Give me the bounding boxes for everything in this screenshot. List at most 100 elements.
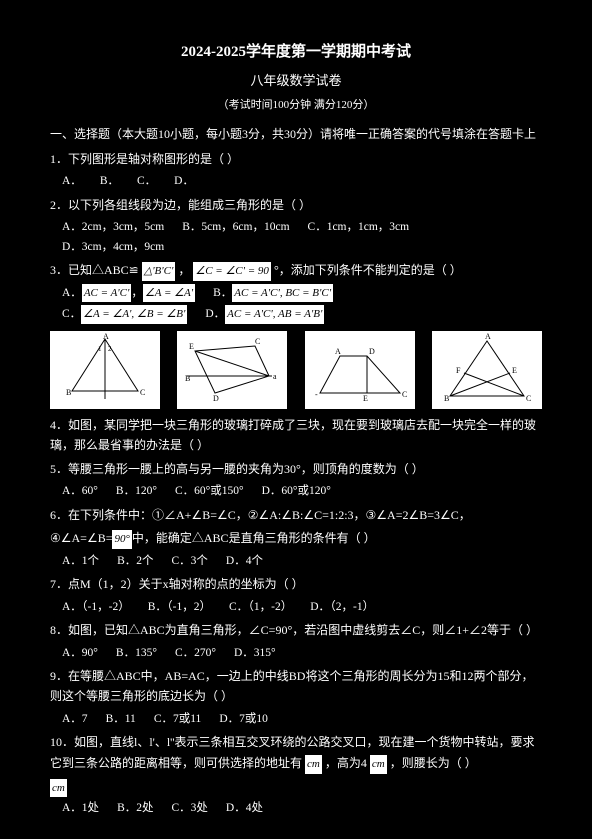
q5-c: C．60°或150° xyxy=(175,482,244,502)
svg-text:A: A xyxy=(335,347,341,356)
q6-a: A．1个 xyxy=(62,552,99,572)
q2-stem: 2．以下列各组线段为边，能组成三角形的是（ ） xyxy=(50,195,542,215)
q5-d: D．60°或120° xyxy=(262,482,331,502)
q10-unit-hl: cm xyxy=(50,779,67,798)
q7-stem: 7．点M（1，2）关于x轴对称的点的坐标为（ ） xyxy=(50,574,542,594)
q3-a-mid: ， xyxy=(131,287,143,299)
q3-hl1: △'B'C' xyxy=(142,262,176,281)
svg-text:E: E xyxy=(512,366,517,375)
q7-options: A．（-1，-2） B．（-1，2） C．（1，-2） D．（2，-1） xyxy=(62,598,542,618)
svg-text:A: A xyxy=(103,332,109,341)
q9-a: A．7 xyxy=(62,710,88,730)
svg-text:B: B xyxy=(185,374,190,383)
q9-stem: 9．在等腰△ABC中，AB=AC，一边上的中线BD将这个三角形的周长分为15和1… xyxy=(50,666,542,707)
svg-text:F: F xyxy=(456,366,461,375)
svg-text:B: B xyxy=(66,388,71,397)
q4-stem: 4．如图，某同学把一块三角形的玻璃打碎成了三块，现在要到玻璃店去配一块完全一样的… xyxy=(50,415,542,456)
q10-d: D．4处 xyxy=(226,799,263,819)
q1-options: A． B． C． D． xyxy=(62,172,542,192)
q7-d: D．（2，-1） xyxy=(310,598,374,618)
q10-unit: cm xyxy=(50,777,542,798)
q10-hl1: cm xyxy=(305,755,322,774)
q1-d: D． xyxy=(174,172,194,192)
q8-c: C．270° xyxy=(175,644,216,664)
q9-d: D．7或10 xyxy=(219,710,268,730)
q8-d: D．315° xyxy=(234,644,276,664)
q5-b: B．120° xyxy=(116,482,157,502)
q3-b-hl: AC = A'C', BC = B'C' xyxy=(232,284,333,303)
q3-mid1: ， xyxy=(178,263,190,277)
svg-text:E: E xyxy=(189,342,194,351)
q1-a: A． xyxy=(62,172,82,192)
q3-b: B．AC = A'C', BC = B'C' xyxy=(213,284,333,304)
exam-meta: （考试时间100分钟 满分120分） xyxy=(50,96,542,115)
section-1-heading: 一、选择题（本大题10小题，每小题3分，共30分）请将唯一正确答案的代号填涂在答… xyxy=(50,124,542,144)
q5-stem: 5．等腰三角形一腰上的高与另一腰的夹角为30°，则顶角的度数为（ ） xyxy=(50,459,542,479)
q10-options: A．1处 B．2处 C．3处 D．4处 xyxy=(62,799,542,819)
svg-text:B: B xyxy=(444,394,449,403)
q3-d: D．AC = A'C', AB = A'B' xyxy=(205,305,324,325)
q3-post: °，添加下列条件不能判定的是（ ） xyxy=(274,263,462,277)
q3-b-pre: B． xyxy=(213,287,232,299)
q7-a: A．（-1，-2） xyxy=(62,598,130,618)
svg-text:C: C xyxy=(140,388,145,397)
q3-a: A．AC = A'C'，∠A = ∠A' xyxy=(62,284,195,304)
q3-d-pre: D． xyxy=(205,308,225,320)
q5-options: A．60° B．120° C．60°或150° D．60°或120° xyxy=(62,482,542,502)
q3-hl2: ∠C = ∠C' = 90 xyxy=(193,262,271,281)
q6-stem2: ④∠A=∠B=90°中，能确定△ABC是直角三角形的条件有（ ） xyxy=(50,528,542,549)
q2-b: B．5cm，6cm，10cm xyxy=(182,218,289,238)
svg-text:E: E xyxy=(363,394,368,403)
q7-b: B．（-1，2） xyxy=(148,598,211,618)
q3-c-pre: C． xyxy=(62,308,81,320)
svg-text:2: 2 xyxy=(108,345,112,353)
q6-b: B．2个 xyxy=(117,552,153,572)
q3-c-hl: ∠A = ∠A', ∠B = ∠B' xyxy=(81,305,187,324)
q8-options: A．90° B．135° C．270° D．315° xyxy=(62,644,542,664)
q10-stem: 10．如图，直线l、l'、l''表示三条相互交叉环绕的公路交叉口，现在建一个货物… xyxy=(50,732,542,773)
svg-text:A: A xyxy=(485,332,491,341)
q7-c: C．（1，-2） xyxy=(229,598,292,618)
figure-3: A D - E C xyxy=(305,331,415,409)
exam-subtitle: 八年级数学试卷 xyxy=(50,70,542,92)
q6-hl: 90° xyxy=(112,530,131,549)
q10-hl2: cm xyxy=(370,755,387,774)
q2-options: A．2cm，3cm，5cm B．5cm，6cm，10cm C．1cm，1cm，3… xyxy=(62,218,542,257)
q10-mid: ，高为4 xyxy=(325,756,367,770)
q10-post: ，则腰长为（ ） xyxy=(390,756,477,770)
exam-title: 2024-2025学年度第一学期期中考试 xyxy=(50,40,542,66)
q1-b: B． xyxy=(100,172,119,192)
svg-text:C: C xyxy=(526,394,531,403)
q1-c: C． xyxy=(137,172,156,192)
q2-a: A．2cm，3cm，5cm xyxy=(62,218,164,238)
q6-c: C．3个 xyxy=(171,552,207,572)
q6-stem: 6．在下列条件中：①∠A+∠B=∠C，②∠A:∠B:∠C=1:2:3，③∠A=2… xyxy=(50,505,542,525)
q2-d: D．3cm，4cm，9cm xyxy=(62,238,164,258)
svg-text:C: C xyxy=(402,390,407,399)
q9-c: C．7或11 xyxy=(154,710,202,730)
q3-options-row2: C．∠A = ∠A', ∠B = ∠B' D．AC = A'C', AB = A… xyxy=(62,305,542,325)
q3-d-hl: AC = A'C', AB = A'B' xyxy=(225,305,324,324)
q10-a: A．1处 xyxy=(62,799,99,819)
q1-stem: 1．下列图形是轴对称图形的是（ ） xyxy=(50,149,542,169)
q3-a-pre: A． xyxy=(62,287,82,299)
q10-b: B．2处 xyxy=(117,799,153,819)
svg-text:C: C xyxy=(255,337,260,346)
q3-a-hl2: ∠A = ∠A' xyxy=(143,284,195,303)
svg-text:a: a xyxy=(273,372,277,381)
figure-4: A F E B C xyxy=(432,331,542,409)
q6-s2-pre: ④∠A=∠B= xyxy=(50,531,112,545)
q5-a: A．60° xyxy=(62,482,98,502)
svg-text:D: D xyxy=(369,347,375,356)
q6-s2-post: 中，能确定△ABC是直角三角形的条件有（ ） xyxy=(132,531,376,545)
q10-c: C．3处 xyxy=(171,799,207,819)
q9-b: B．11 xyxy=(106,710,136,730)
q9-options: A．7 B．11 C．7或11 D．7或10 xyxy=(62,710,542,730)
q3-options-row1: A．AC = A'C'，∠A = ∠A' B．AC = A'C', BC = B… xyxy=(62,284,542,304)
figure-2: E C B a D xyxy=(177,331,287,409)
q6-options: A．1个 B．2个 C．3个 D．4个 xyxy=(62,552,542,572)
q3-stem: 3．已知△ABC≌ △'B'C' ， ∠C = ∠C' = 90 °，添加下列条… xyxy=(50,260,542,281)
q2-c: C．1cm，1cm，3cm xyxy=(308,218,410,238)
svg-text:1: 1 xyxy=(98,345,102,353)
figure-1: A 1 2 B C xyxy=(50,331,160,409)
